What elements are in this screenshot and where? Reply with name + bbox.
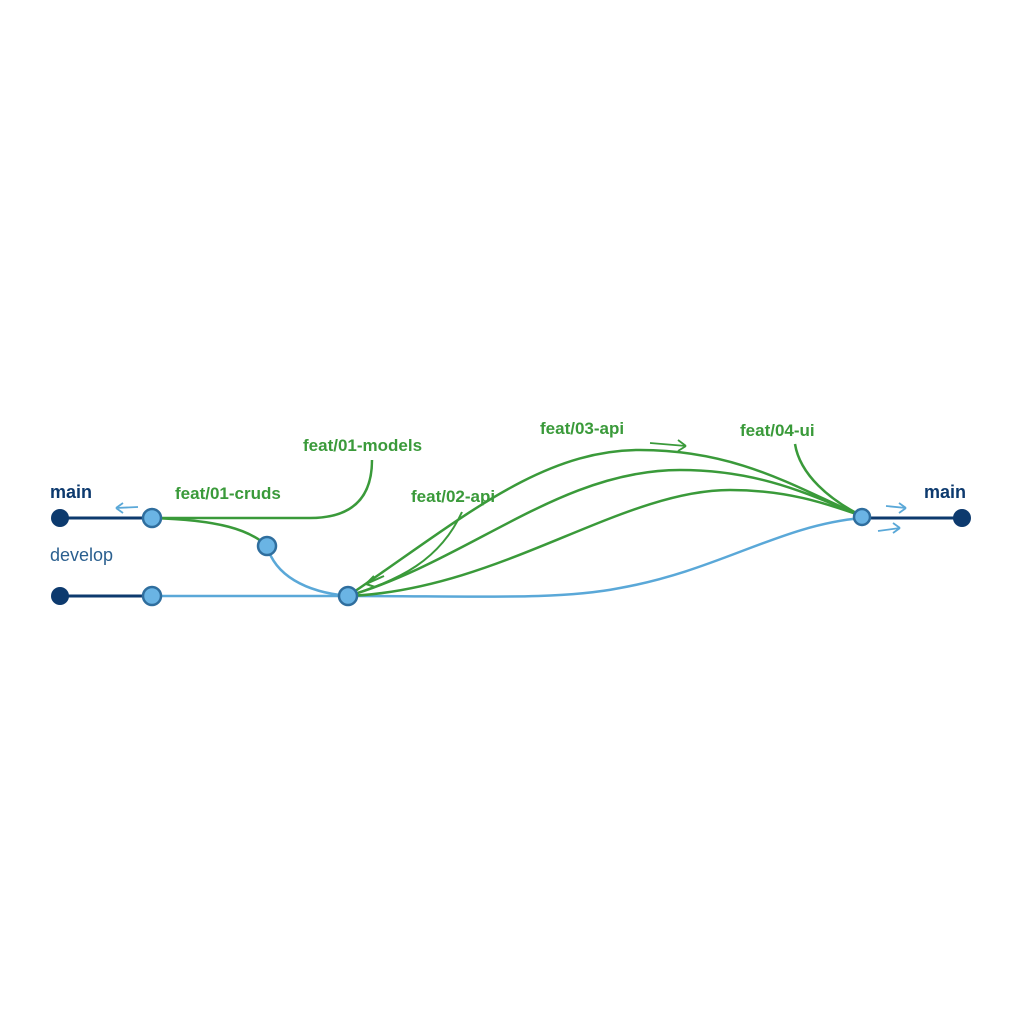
feat-01-models-label: feat/01-models xyxy=(303,436,422,455)
feat-02-api-label: feat/02-api xyxy=(411,487,495,506)
main-start-node xyxy=(51,509,69,527)
main-merge-node xyxy=(852,507,872,527)
develop-commit-node xyxy=(141,585,163,607)
main-right-label: main xyxy=(924,482,966,502)
feat-04-ui-curve xyxy=(793,443,863,518)
main-right-arrow-icon xyxy=(885,502,907,514)
release-merge-curve xyxy=(265,545,349,598)
main-left-label: main xyxy=(50,482,92,502)
feat-03-api-curve xyxy=(347,448,863,598)
feat-01-cruds-label: feat/01-cruds xyxy=(175,484,281,503)
release-branch-curve xyxy=(151,516,268,547)
feat-curve-2 xyxy=(347,468,863,598)
main-left-arrow-icon xyxy=(115,502,139,514)
main-commit-node xyxy=(141,507,163,529)
release-commit-node xyxy=(256,535,278,557)
develop-line xyxy=(152,516,863,598)
feat-03-arrow-icon xyxy=(649,439,687,452)
develop-merge-node xyxy=(337,585,359,607)
main-end-node xyxy=(953,509,971,527)
develop-label: develop xyxy=(50,545,113,565)
feat-03-api-label: feat/03-api xyxy=(540,419,624,438)
feat-04-ui-label: feat/04-ui xyxy=(740,421,815,440)
develop-right-arrow-icon xyxy=(877,522,901,534)
develop-start-node xyxy=(51,587,69,605)
feat-curve-3 xyxy=(347,488,863,598)
feat-01-models-curve xyxy=(152,459,374,520)
